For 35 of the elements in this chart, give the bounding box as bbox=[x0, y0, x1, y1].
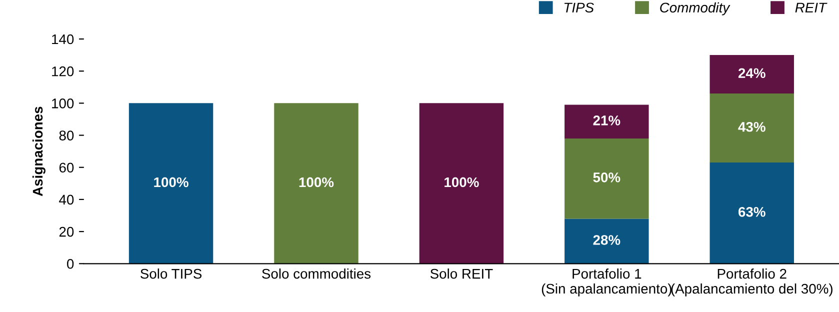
bar bbox=[274, 103, 358, 264]
data-label: 63% bbox=[738, 206, 766, 217]
legend-label: TIPS bbox=[564, 2, 594, 13]
data-label: 21% bbox=[593, 116, 620, 126]
bar bbox=[564, 218, 649, 264]
bar bbox=[710, 55, 794, 94]
x-tick-label: Solo TIPS bbox=[140, 268, 202, 279]
y-tick-label: 120 bbox=[52, 66, 74, 76]
y-tick-label: 20 bbox=[59, 226, 74, 237]
data-label: 43% bbox=[738, 122, 766, 132]
data-label: 100% bbox=[154, 177, 188, 188]
legend-label: REIT bbox=[795, 2, 828, 12]
x-tick-label: Portafolio 1 (Sin apalancamiento) bbox=[542, 268, 672, 296]
legend-label: Commodity bbox=[660, 2, 730, 16]
x-tick-label: Portafolio 2 (Apalancamiento del 30%) bbox=[671, 268, 832, 296]
y-tick-label: 100 bbox=[52, 98, 74, 108]
bar bbox=[564, 138, 649, 219]
bar bbox=[564, 104, 649, 138]
bar bbox=[710, 162, 794, 264]
y-tick-label: 0 bbox=[66, 258, 74, 269]
y-tick-label: 80 bbox=[59, 130, 74, 140]
bar bbox=[710, 94, 794, 163]
data-label: 24% bbox=[738, 68, 766, 78]
bar bbox=[419, 103, 504, 264]
x-tick-label: Solo REIT bbox=[430, 268, 493, 279]
data-label: 28% bbox=[593, 235, 620, 245]
data-label: 100% bbox=[444, 177, 479, 188]
y-tick-label: 60 bbox=[59, 162, 74, 173]
y-axis-title: Asignaciones bbox=[32, 106, 46, 196]
data-label: 100% bbox=[299, 177, 334, 188]
bar bbox=[128, 103, 214, 264]
x-tick-label: Solo commodities bbox=[262, 268, 371, 279]
data-label: 50% bbox=[593, 172, 620, 182]
y-tick-label: 40 bbox=[59, 194, 74, 205]
y-tick-label: 140 bbox=[52, 34, 74, 44]
